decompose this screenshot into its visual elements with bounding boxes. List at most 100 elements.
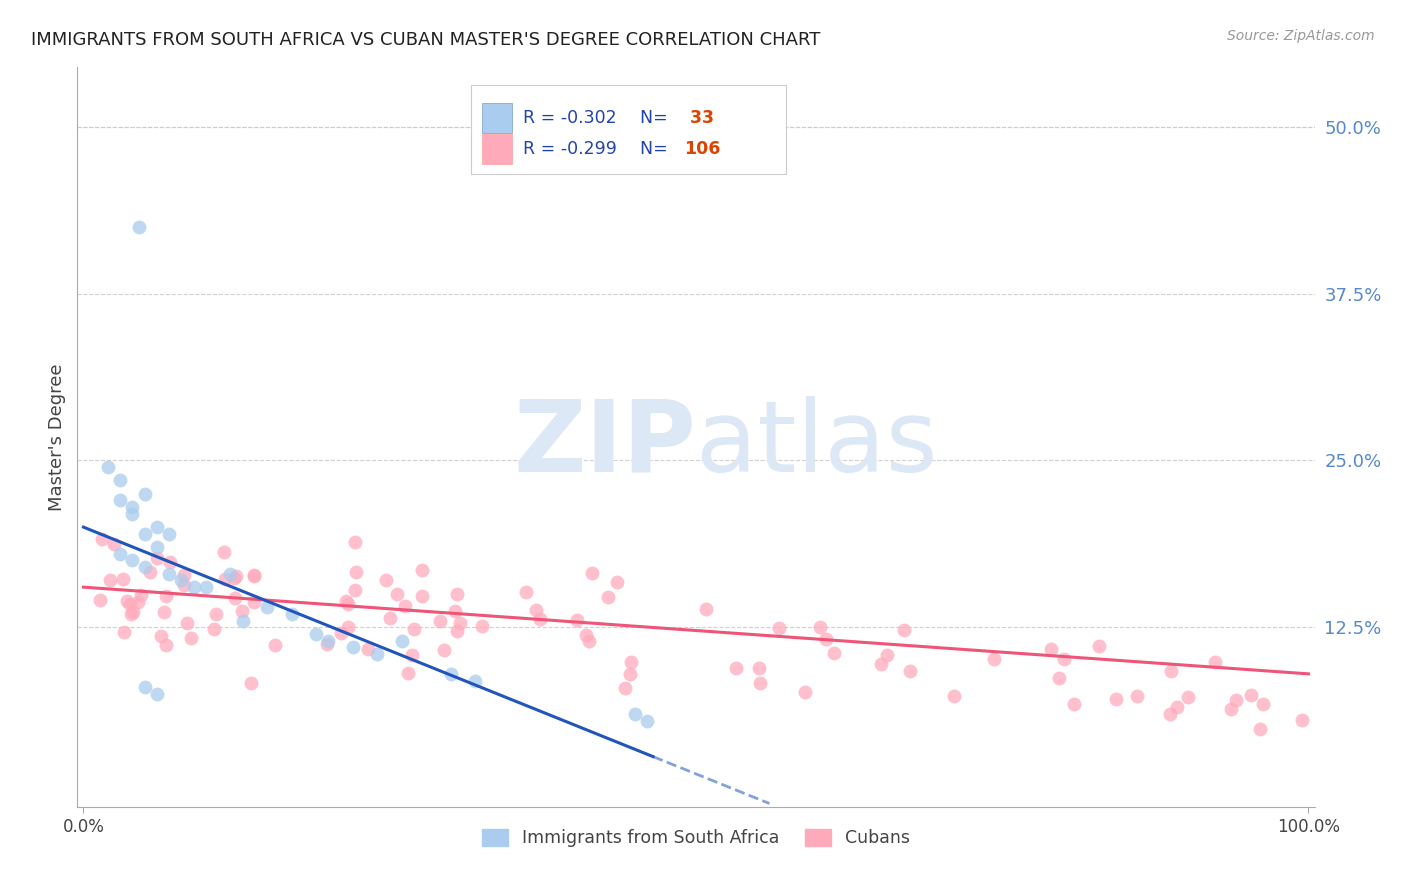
Point <box>1063 698 1085 712</box>
Point <box>565 613 588 627</box>
Point <box>578 634 600 648</box>
Point <box>90 532 112 546</box>
Point <box>724 661 747 675</box>
Point <box>329 626 352 640</box>
Point <box>111 572 134 586</box>
Point <box>396 665 419 680</box>
Point <box>219 566 242 581</box>
Point <box>170 574 193 588</box>
Point <box>815 632 838 646</box>
Point <box>121 500 143 515</box>
Point <box>134 680 156 694</box>
Point <box>134 560 156 574</box>
Point <box>231 604 253 618</box>
Point <box>225 568 247 582</box>
Point <box>433 643 456 657</box>
Point <box>120 607 142 621</box>
Point <box>983 651 1005 665</box>
Point <box>305 627 328 641</box>
FancyBboxPatch shape <box>482 103 512 133</box>
Point <box>98 573 121 587</box>
Point <box>823 646 845 660</box>
Point <box>240 676 263 690</box>
Text: Source: ZipAtlas.com: Source: ZipAtlas.com <box>1227 29 1375 43</box>
Text: N=: N= <box>640 109 673 127</box>
Point <box>121 553 143 567</box>
Point <box>337 620 360 634</box>
Point <box>1047 671 1070 685</box>
Point <box>120 597 142 611</box>
Point <box>1249 722 1271 736</box>
Point <box>1160 664 1182 678</box>
Point <box>108 493 131 508</box>
Point <box>1126 689 1149 703</box>
Point <box>808 620 831 634</box>
Point <box>157 526 180 541</box>
Point <box>623 706 645 721</box>
Point <box>153 605 176 619</box>
FancyBboxPatch shape <box>471 86 786 174</box>
Point <box>159 555 181 569</box>
Point <box>380 611 402 625</box>
Point <box>1105 692 1128 706</box>
Point <box>449 616 471 631</box>
Point <box>768 621 790 635</box>
Text: R = -0.299: R = -0.299 <box>523 140 617 158</box>
Point <box>1225 693 1247 707</box>
Point <box>1040 642 1063 657</box>
Point <box>89 593 111 607</box>
Point <box>366 647 388 661</box>
Text: 33: 33 <box>683 109 714 127</box>
Point <box>280 607 302 621</box>
Point <box>942 689 965 703</box>
Point <box>793 684 815 698</box>
Point <box>524 603 547 617</box>
Point <box>870 657 893 672</box>
Point <box>232 614 254 628</box>
Point <box>1053 652 1076 666</box>
Point <box>128 219 150 234</box>
Text: IMMIGRANTS FROM SOUTH AFRICA VS CUBAN MASTER'S DEGREE CORRELATION CHART: IMMIGRANTS FROM SOUTH AFRICA VS CUBAN MA… <box>31 31 820 49</box>
Point <box>1166 699 1188 714</box>
Point <box>150 629 173 643</box>
Point <box>115 594 138 608</box>
Point <box>242 569 264 583</box>
Point <box>127 595 149 609</box>
Point <box>205 607 228 621</box>
Point <box>606 574 628 589</box>
Point <box>121 507 143 521</box>
Point <box>391 633 413 648</box>
Point <box>155 638 177 652</box>
Point <box>214 573 236 587</box>
Point <box>614 681 637 695</box>
Text: atlas: atlas <box>696 396 938 493</box>
Point <box>183 580 205 594</box>
Point <box>155 589 177 603</box>
Text: N=: N= <box>640 140 673 158</box>
Point <box>335 594 357 608</box>
Point <box>695 601 717 615</box>
Point <box>581 566 603 581</box>
Point <box>515 584 537 599</box>
Point <box>620 655 643 669</box>
Point <box>401 648 423 662</box>
Point <box>471 618 494 632</box>
Point <box>443 604 465 618</box>
Point <box>146 520 169 534</box>
Point <box>440 666 463 681</box>
Point <box>344 565 367 579</box>
Point <box>108 474 131 488</box>
Point <box>263 638 285 652</box>
Point <box>385 586 408 600</box>
Point <box>575 628 598 642</box>
Point <box>129 588 152 602</box>
Text: R = -0.302: R = -0.302 <box>523 109 616 127</box>
Point <box>103 536 125 550</box>
Y-axis label: Master's Degree: Master's Degree <box>48 363 66 511</box>
Point <box>256 600 278 615</box>
Point <box>411 563 433 577</box>
Point <box>402 622 425 636</box>
Point <box>636 714 658 728</box>
Point <box>893 624 915 638</box>
Text: 106: 106 <box>683 140 720 158</box>
